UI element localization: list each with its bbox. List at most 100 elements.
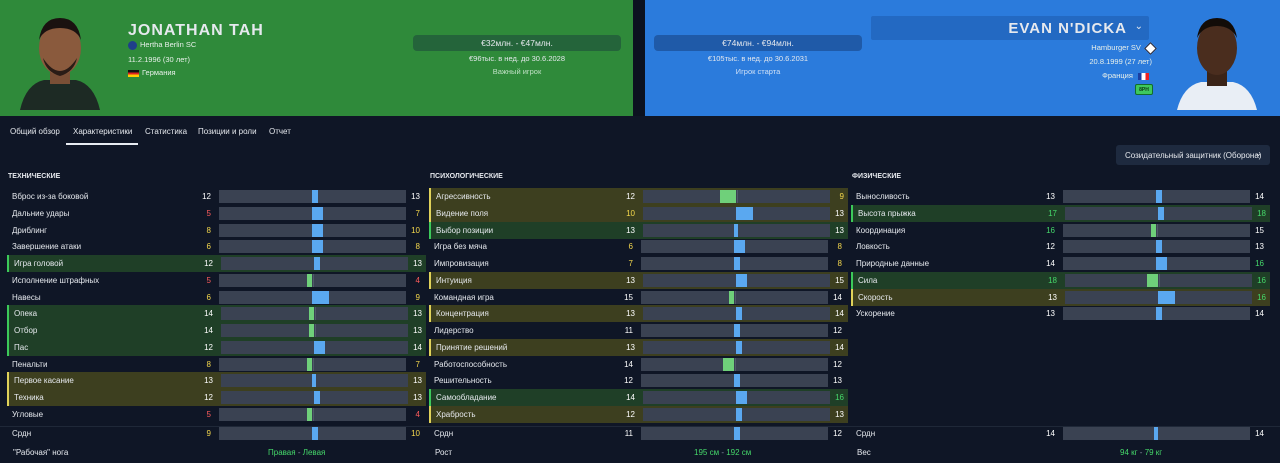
role-dropdown-label: Созидательный защитник (Оборона) <box>1125 150 1262 160</box>
difference-marker <box>1147 273 1158 287</box>
tab-report[interactable]: Отчет <box>269 127 291 136</box>
weight-right: 79 кг <box>1144 448 1163 457</box>
right-player-selector[interactable]: EVAN N'DICKA ⌄ <box>871 16 1149 40</box>
weight-values: 94 кг - 79 кг <box>1120 448 1162 457</box>
difference-marker <box>312 290 329 304</box>
difference-marker <box>306 407 312 421</box>
attribute-row: Угловые 5 4 <box>7 406 426 423</box>
right-player-value: 13 <box>413 393 422 402</box>
right-player-value: 14 <box>1255 429 1264 438</box>
attribute-row: Концентрация 13 14 <box>429 305 848 323</box>
tab-attributes[interactable]: Характеристики <box>66 127 139 145</box>
height-label: Рост <box>435 448 453 457</box>
right-player-dob: 20.8.1999 (27 лет) <box>1089 57 1152 66</box>
attribute-label: Ускорение <box>856 309 895 319</box>
attribute-label: Интуиция <box>436 275 472 285</box>
left-player-value: 14 <box>1046 259 1055 268</box>
attribute-label: Опека <box>14 309 38 319</box>
role-dropdown[interactable]: Созидательный защитник (Оборона) ⌄ <box>1116 145 1270 165</box>
right-player-value: 18 <box>1257 208 1266 218</box>
left-player-value: 12 <box>204 259 213 268</box>
difference-marker <box>312 206 323 220</box>
right-player-value: 4 <box>415 409 420 419</box>
right-player-value: 14 <box>833 292 842 302</box>
foot-left: Правая <box>268 448 296 457</box>
right-player-value: 15 <box>1255 225 1264 235</box>
right-player-value: 13 <box>835 208 844 218</box>
difference-marker <box>736 407 742 421</box>
attribute-row: Принятие решений 13 14 <box>429 338 848 356</box>
left-player-value: 18 <box>1048 275 1057 285</box>
right-player-value: 13 <box>835 225 844 235</box>
difference-marker <box>736 307 742 321</box>
difference-marker <box>723 357 734 371</box>
physical-average-row: Срдн 14 14 <box>851 425 1270 442</box>
attribute-label: Игра головой <box>14 259 64 268</box>
left-player-club[interactable]: Hertha Berlin SC <box>128 40 196 50</box>
right-player-value: 16 <box>1255 259 1264 268</box>
right-player-club[interactable]: Hamburger SV <box>1091 41 1158 55</box>
left-player-value: 13 <box>626 225 635 235</box>
foot-label: "Рабочая" нога <box>13 448 69 457</box>
difference-marker <box>312 223 323 237</box>
right-player-value: 4 <box>415 275 420 285</box>
attribute-row: Видение поля 10 13 <box>429 204 848 222</box>
left-player-value: 14 <box>624 359 633 369</box>
attribute-row: Решительность 12 13 <box>429 372 848 389</box>
right-player-photo <box>1173 6 1261 110</box>
difference-marker <box>719 190 736 203</box>
bar-center-line <box>312 273 314 287</box>
attribute-row: Вброс из-за боковой 12 13 <box>7 188 426 205</box>
right-player-value: 12 <box>833 359 842 369</box>
right-player-value: 13 <box>413 259 422 268</box>
difference-marker <box>734 324 740 337</box>
weight-label: Вес <box>857 448 871 457</box>
difference-marker <box>736 273 747 287</box>
comparison-bar <box>1063 190 1250 203</box>
bar-center-line <box>312 357 314 371</box>
difference-marker <box>308 307 314 321</box>
left-player-photo <box>16 6 104 110</box>
tab-statistics[interactable]: Статистика <box>145 127 188 136</box>
attribute-row: Лидерство 11 12 <box>429 322 848 339</box>
difference-marker <box>314 340 325 354</box>
difference-marker <box>312 190 318 203</box>
left-player-value: 14 <box>1046 429 1055 438</box>
tab-overview[interactable]: Общий обзор <box>10 127 60 136</box>
attribute-row: Выбор позиции 13 13 <box>429 221 848 239</box>
left-player-value: 12 <box>626 192 635 201</box>
difference-marker <box>1158 290 1175 304</box>
comparison-bar <box>221 307 408 321</box>
attribute-label: Высота прыжка <box>858 208 916 218</box>
difference-marker <box>736 206 753 220</box>
difference-marker <box>308 324 314 337</box>
difference-marker <box>1158 206 1164 220</box>
difference-marker <box>1156 190 1162 203</box>
difference-marker <box>306 273 312 287</box>
right-player-panel: €74млн. - €94млн. €105тыс. в нед. до 30.… <box>645 0 1280 116</box>
attribute-label: Концентрация <box>436 309 489 319</box>
bar-center-line <box>314 324 316 337</box>
comparison-bar <box>221 391 408 404</box>
attribute-label: Пас <box>14 342 29 352</box>
left-player-value: 5 <box>206 409 211 419</box>
left-player-value: 8 <box>206 359 211 369</box>
difference-marker <box>734 257 740 270</box>
left-player-value: 9 <box>206 429 211 438</box>
comparison-bar <box>219 427 406 440</box>
difference-marker <box>728 290 734 304</box>
comparison-bar <box>643 206 830 220</box>
technical-average-row: Срдн 9 10 <box>7 425 426 442</box>
hamburg-crest-icon <box>1144 41 1157 55</box>
right-player-value: 12 <box>833 326 842 335</box>
comparison-bar <box>1065 206 1252 220</box>
attribute-label: Храбрость <box>436 409 476 419</box>
comparison-bar <box>641 324 828 337</box>
left-player-value: 14 <box>626 393 635 402</box>
right-player-value: 14 <box>835 342 844 352</box>
attribute-row: Самообладание 14 16 <box>429 389 848 406</box>
tab-positions[interactable]: Позиции и роли <box>198 127 257 136</box>
comparison-bar <box>641 357 828 371</box>
compare-header: JONATHAN TAH Hertha Berlin SC 11.2.1996 … <box>0 0 1280 116</box>
left-player-name[interactable]: JONATHAN TAH <box>128 22 264 39</box>
